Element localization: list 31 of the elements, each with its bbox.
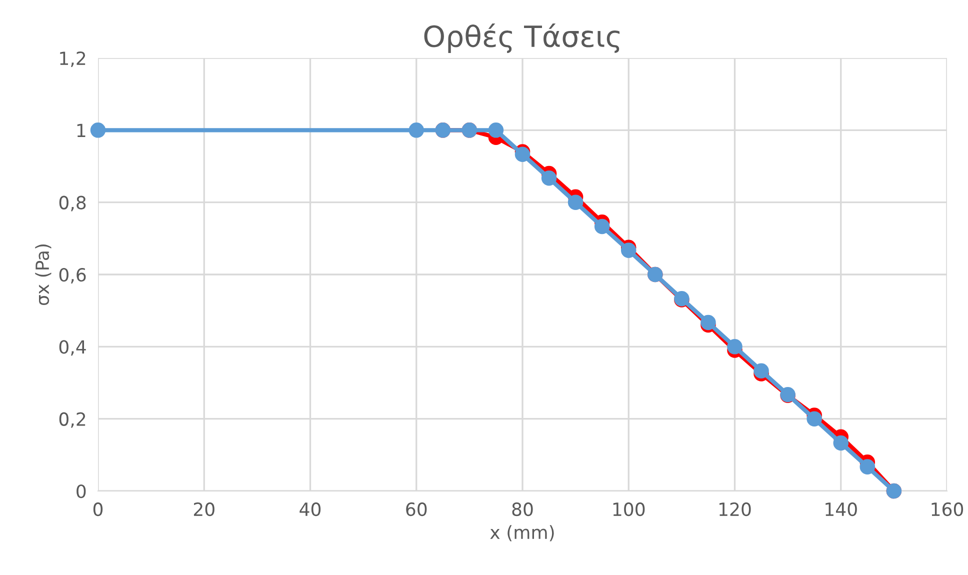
point — [833, 435, 849, 451]
y-tick-label: 0,6 — [59, 268, 86, 284]
y-tick-label: 1,2 — [60, 51, 86, 67]
point — [860, 459, 876, 474]
point — [541, 170, 557, 186]
point — [727, 339, 742, 354]
x-tick-label: 40 — [300, 502, 321, 516]
y-tick-label: 0 — [76, 484, 86, 498]
point — [754, 363, 769, 378]
point — [408, 122, 424, 138]
y-tick-label: 0,4 — [59, 340, 86, 356]
y-tick-label: 0,2 — [59, 412, 86, 428]
y-tick-label: 1 — [77, 124, 86, 138]
x-tick-label: 120 — [720, 502, 751, 516]
point — [568, 194, 584, 210]
chart-title: Ορθές Τάσεις — [424, 24, 620, 54]
x-tick-label: 80 — [512, 502, 533, 516]
point — [594, 218, 610, 234]
x-tick-label: 160 — [932, 502, 964, 516]
x-tick-label: 0 — [93, 502, 103, 516]
x-tick-label: 100 — [613, 502, 645, 516]
point — [90, 122, 106, 138]
y-axis-title: σx (Pa) — [35, 244, 52, 306]
point — [620, 242, 636, 258]
point — [488, 122, 504, 138]
x-axis-title: x (mm) — [490, 525, 554, 542]
x-tick-label: 60 — [406, 502, 427, 516]
x-tick-label: 20 — [194, 502, 214, 516]
y-tick-label: 0,8 — [59, 196, 86, 212]
point — [806, 411, 822, 426]
x-tick-label: 140 — [826, 502, 857, 516]
